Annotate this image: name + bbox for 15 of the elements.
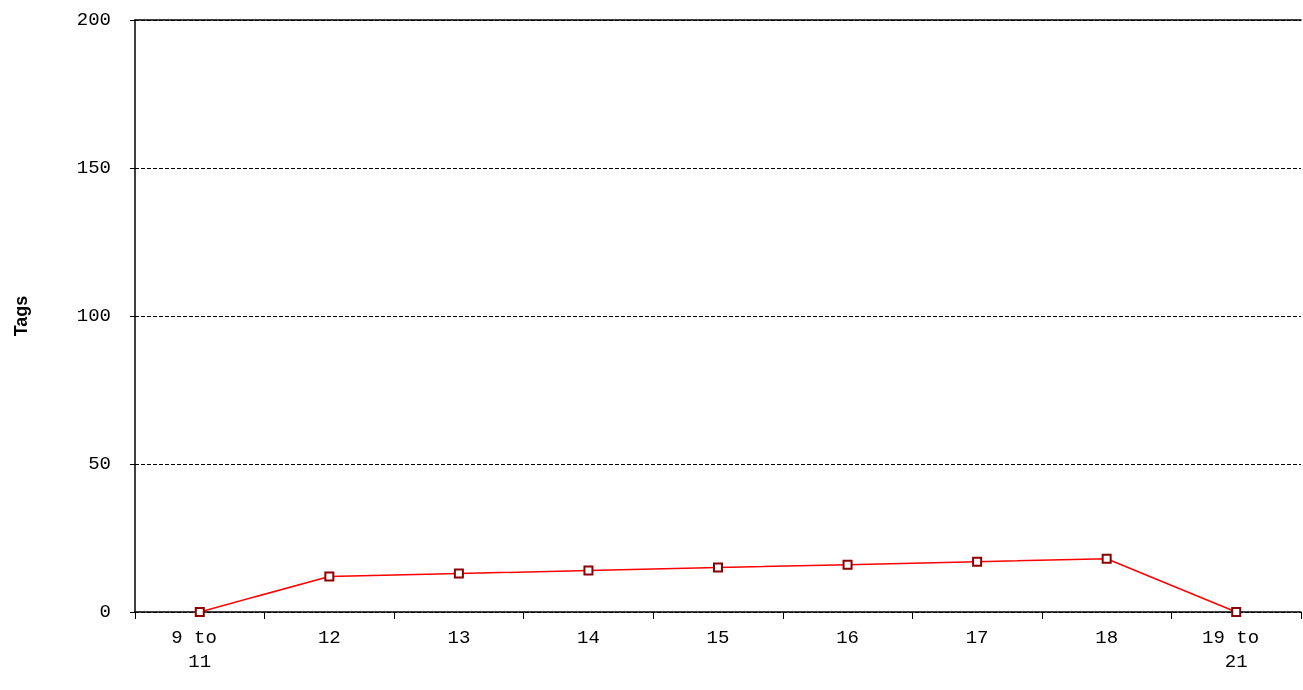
y-tick-label: 150 — [76, 157, 111, 179]
x-tick-label: 9 to 11 — [171, 627, 229, 673]
x-tick-label: 14 — [577, 627, 600, 649]
y-axis-title: Tags — [11, 295, 31, 337]
y-tick-label: 100 — [76, 305, 111, 327]
x-tick-label: 16 — [836, 627, 859, 649]
x-tick-label: 17 — [965, 627, 989, 649]
y-tick-label: 50 — [88, 453, 111, 475]
y-tick-label: 0 — [99, 601, 111, 623]
y-tick-label: 200 — [76, 9, 111, 31]
x-tick-label: 12 — [317, 627, 341, 649]
x-tick-label: 15 — [706, 627, 730, 649]
x-tick-label: 13 — [447, 627, 471, 649]
x-tick-label: 19 to 21 — [1202, 627, 1271, 673]
x-tick-label: 18 — [1095, 627, 1119, 649]
